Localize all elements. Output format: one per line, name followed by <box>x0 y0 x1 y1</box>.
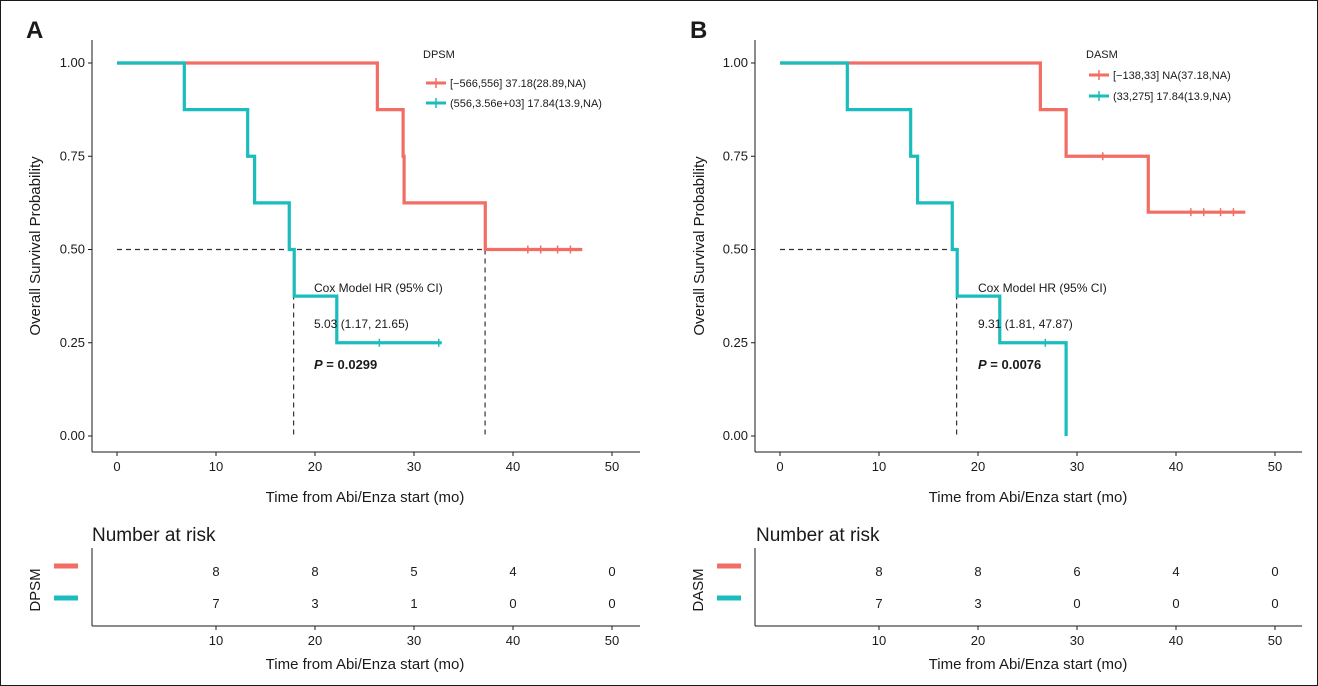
risk-x-tick-label: 30 <box>1070 633 1084 648</box>
panel-a-legend-title: DPSM <box>423 49 455 61</box>
panel-a: A Overall Survival Probability 0 10 20 30 40… <box>26 17 640 673</box>
risk-x-tick-label: 30 <box>407 633 421 648</box>
risk-count: 8 <box>974 564 981 579</box>
y-tick-label: 0.00 <box>60 428 85 443</box>
panel-a-annotation: Cox Model HR (95% CI) 5.03 (1.17, 21.65)… <box>314 281 443 372</box>
x-tick-label: 0 <box>776 459 783 474</box>
y-tick-label: 0.00 <box>723 428 748 443</box>
risk-count: 8 <box>875 564 882 579</box>
y-tick-label: 0.50 <box>723 242 748 257</box>
risk-x-tick-label: 50 <box>605 633 619 648</box>
panel-b-plot: 0 10 20 30 40 50 0.00 0.25 0.50 0.75 1.00 <box>723 40 1302 474</box>
panel-b-legend: DASM [−138,33] NA(37.18,NA) (33,275] 17.… <box>1086 49 1231 103</box>
x-tick-label: 50 <box>1268 459 1282 474</box>
x-tick-label: 30 <box>407 459 421 474</box>
risk-count: 3 <box>974 596 981 611</box>
panel-a-legend-item-1: [−566,556] 37.18(28.89,NA) <box>450 78 586 90</box>
panel-b-legend-title: DASM <box>1086 49 1118 61</box>
y-tick-label: 1.00 <box>723 55 748 70</box>
panel-b-ylabel: Overall Survival Probability <box>691 156 708 336</box>
risk-count: 1 <box>410 596 417 611</box>
panel-a-xlabel: Time from Abi/Enza start (mo) <box>266 489 465 506</box>
panel-b-legend-item-2: (33,275] 17.84(13.9,NA) <box>1113 91 1231 103</box>
risk-count: 6 <box>1073 564 1080 579</box>
risk-count: 0 <box>1073 596 1080 611</box>
x-tick-label: 0 <box>113 459 120 474</box>
panel-a-ylabel: Overall Survival Probability <box>27 156 44 336</box>
risk-x-tick-label: 50 <box>1268 633 1282 648</box>
km-curve-teal <box>117 61 442 345</box>
panel-b: B Overall Survival Probability 0 10 20 30 40… <box>690 17 1302 673</box>
risk-count: 0 <box>1172 596 1179 611</box>
x-tick-label: 40 <box>506 459 520 474</box>
panel-b-tag: B <box>690 17 707 44</box>
y-tick-label: 0.25 <box>723 335 748 350</box>
panel-b-annotation: Cox Model HR (95% CI) 9.31 (1.81, 47.87)… <box>978 281 1107 372</box>
risk-count: 7 <box>212 596 219 611</box>
panel-b-xlabel: Time from Abi/Enza start (mo) <box>929 489 1128 506</box>
km-curve-red <box>780 61 1246 214</box>
x-tick-label: 20 <box>308 459 322 474</box>
risk-count: 4 <box>1172 564 1179 579</box>
panel-a-risk-title: Number at risk <box>92 525 216 546</box>
panel-a-legend: DPSM [−566,556] 37.18(28.89,NA) (556,3.5… <box>423 49 602 110</box>
y-tick-label: 0.50 <box>60 242 85 257</box>
risk-x-tick-label: 10 <box>209 633 223 648</box>
x-tick-label: 10 <box>209 459 223 474</box>
x-tick-label: 10 <box>872 459 886 474</box>
panel-b-risk-title: Number at risk <box>756 525 880 546</box>
y-tick-label: 1.00 <box>60 55 85 70</box>
panel-a-risk-group-label: DPSM <box>27 568 44 611</box>
km-curve-red <box>117 61 583 252</box>
risk-count: 0 <box>1271 596 1278 611</box>
panel-a-risk-table: Number at risk DPSM 10872083305140405000… <box>27 525 640 673</box>
panel-a-hr-value: 5.03 (1.17, 21.65) <box>314 317 409 331</box>
panel-a-p-value: P = 0.0299 <box>314 357 377 372</box>
panel-b-cox-label: Cox Model HR (95% CI) <box>978 281 1107 295</box>
x-tick-label: 40 <box>1169 459 1183 474</box>
panel-a-plot: 0 10 20 30 40 50 0.00 0.25 0.50 0.75 1.00 <box>60 40 640 474</box>
risk-count: 3 <box>311 596 318 611</box>
risk-count: 8 <box>311 564 318 579</box>
x-tick-label: 30 <box>1070 459 1084 474</box>
y-tick-label: 0.75 <box>60 148 85 163</box>
x-tick-label: 50 <box>605 459 619 474</box>
x-tick-label: 20 <box>971 459 985 474</box>
panel-b-risk-table: Number at risk DASM 10872083306040405000… <box>690 525 1302 673</box>
risk-count: 5 <box>410 564 417 579</box>
risk-count: 0 <box>509 596 516 611</box>
risk-count: 8 <box>212 564 219 579</box>
panel-b-hr-value: 9.31 (1.81, 47.87) <box>978 317 1073 331</box>
panel-b-legend-item-1: [−138,33] NA(37.18,NA) <box>1113 70 1231 82</box>
panel-a-tag: A <box>26 17 43 44</box>
y-tick-label: 0.75 <box>723 148 748 163</box>
risk-x-tick-label: 40 <box>506 633 520 648</box>
risk-count: 0 <box>1271 564 1278 579</box>
panel-a-legend-item-2: (556,3.56e+03] 17.84(13.9,NA) <box>450 98 602 110</box>
y-tick-label: 0.25 <box>60 335 85 350</box>
risk-x-tick-label: 10 <box>872 633 886 648</box>
panel-b-risk-group-label: DASM <box>690 568 707 611</box>
risk-x-tick-label: 40 <box>1169 633 1183 648</box>
panel-b-risk-xlabel: Time from Abi/Enza start (mo) <box>929 656 1128 673</box>
risk-x-tick-label: 20 <box>308 633 322 648</box>
panel-b-p-value: P = 0.0076 <box>978 357 1041 372</box>
risk-count: 7 <box>875 596 882 611</box>
risk-count: 4 <box>509 564 516 579</box>
risk-count: 0 <box>608 596 615 611</box>
panel-a-risk-xlabel: Time from Abi/Enza start (mo) <box>266 656 465 673</box>
risk-count: 0 <box>608 564 615 579</box>
panel-a-cox-label: Cox Model HR (95% CI) <box>314 281 443 295</box>
risk-x-tick-label: 20 <box>971 633 985 648</box>
km-curve-teal <box>780 61 1068 436</box>
